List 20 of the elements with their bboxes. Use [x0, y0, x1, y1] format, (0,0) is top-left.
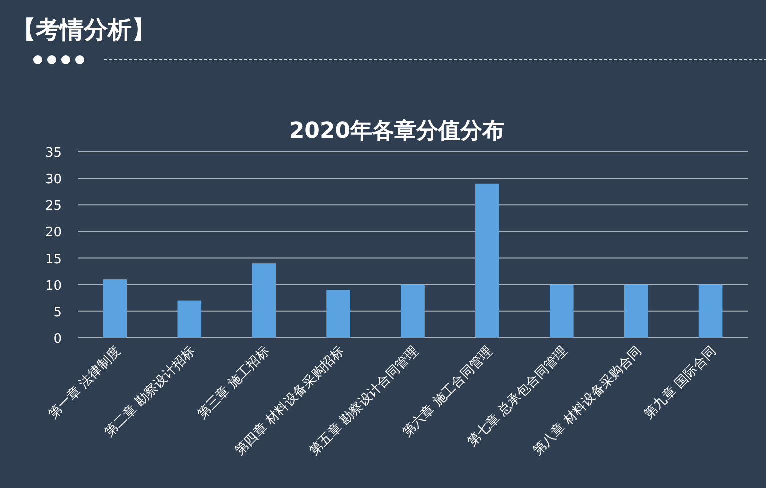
text: 【考情分析】 — [12, 16, 156, 44]
y-tick-label: 25 — [45, 199, 62, 214]
bar — [624, 284, 648, 338]
bar — [252, 264, 276, 338]
bar — [698, 284, 723, 338]
y-tick-label: 0 — [54, 332, 62, 347]
bar — [550, 284, 574, 338]
bar — [178, 300, 202, 338]
chart-title: 2020年各章分值分布 — [289, 118, 505, 144]
y-tick-label: 15 — [45, 252, 62, 268]
x-tick-label: 第九章 国际合同 — [642, 344, 720, 422]
y-tick-label: 10 — [45, 278, 62, 294]
y-tick-label: 30 — [45, 172, 62, 188]
bar — [326, 290, 350, 338]
y-tick-label: 5 — [54, 305, 62, 320]
bar — [401, 284, 425, 338]
y-tick-label: 20 — [45, 226, 62, 241]
bar — [476, 184, 500, 338]
bar — [103, 280, 128, 338]
y-tick-label: 35 — [45, 146, 62, 161]
